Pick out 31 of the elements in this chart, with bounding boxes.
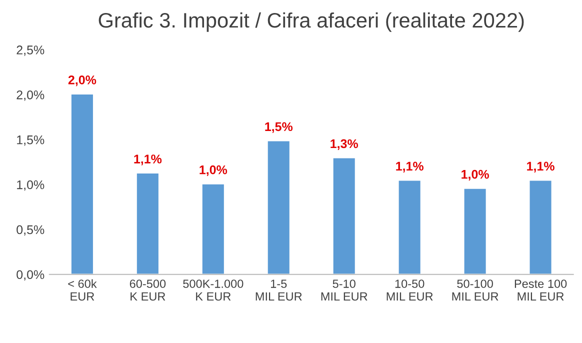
data-label: 1,5%	[265, 122, 293, 133]
x-tick-label: 10-50 MIL EUR	[386, 280, 433, 301]
bar	[70, 93, 94, 274]
y-tick-label: 1,5%	[17, 135, 44, 146]
data-label: 1,1%	[396, 162, 424, 172]
bar	[266, 140, 291, 274]
x-tick-label: Peste 100 MIL EUR	[514, 280, 567, 301]
bar	[397, 179, 422, 274]
x-tick-label: < 60k EUR	[68, 279, 97, 301]
data-label: 1,0%	[462, 170, 489, 181]
data-label: 2,0%	[68, 76, 96, 86]
x-tick-label: 500K-1.000 K EUR	[183, 280, 244, 301]
bar	[462, 187, 488, 274]
y-tick-label: 0,0%	[16, 270, 44, 281]
bar	[332, 156, 356, 274]
x-tick-label: 50-100 MIL EUR	[452, 280, 498, 301]
chart-title: Grafic 3. Impozit / Cifra afaceri (realitate 2022)	[98, 12, 524, 32]
x-tick-label: 1-5 MIL EUR	[256, 280, 302, 301]
data-label: 1,3%	[330, 139, 358, 150]
y-tick-label: 0,5%	[16, 225, 44, 236]
data-label: 1,0%	[200, 165, 228, 176]
data-label: 1,1%	[527, 162, 554, 172]
bar	[528, 179, 553, 274]
bar	[136, 172, 160, 274]
x-tick-label: 60-500 K EUR	[130, 280, 166, 301]
data-label: 1,1%	[134, 154, 162, 166]
y-tick-label: 2,0%	[16, 90, 44, 101]
bar	[201, 182, 226, 274]
y-tick-label: 1,0%	[17, 180, 44, 191]
y-tick-label: 2,5%	[16, 46, 44, 56]
x-tick-label: 5-10 MIL EUR	[321, 280, 368, 301]
